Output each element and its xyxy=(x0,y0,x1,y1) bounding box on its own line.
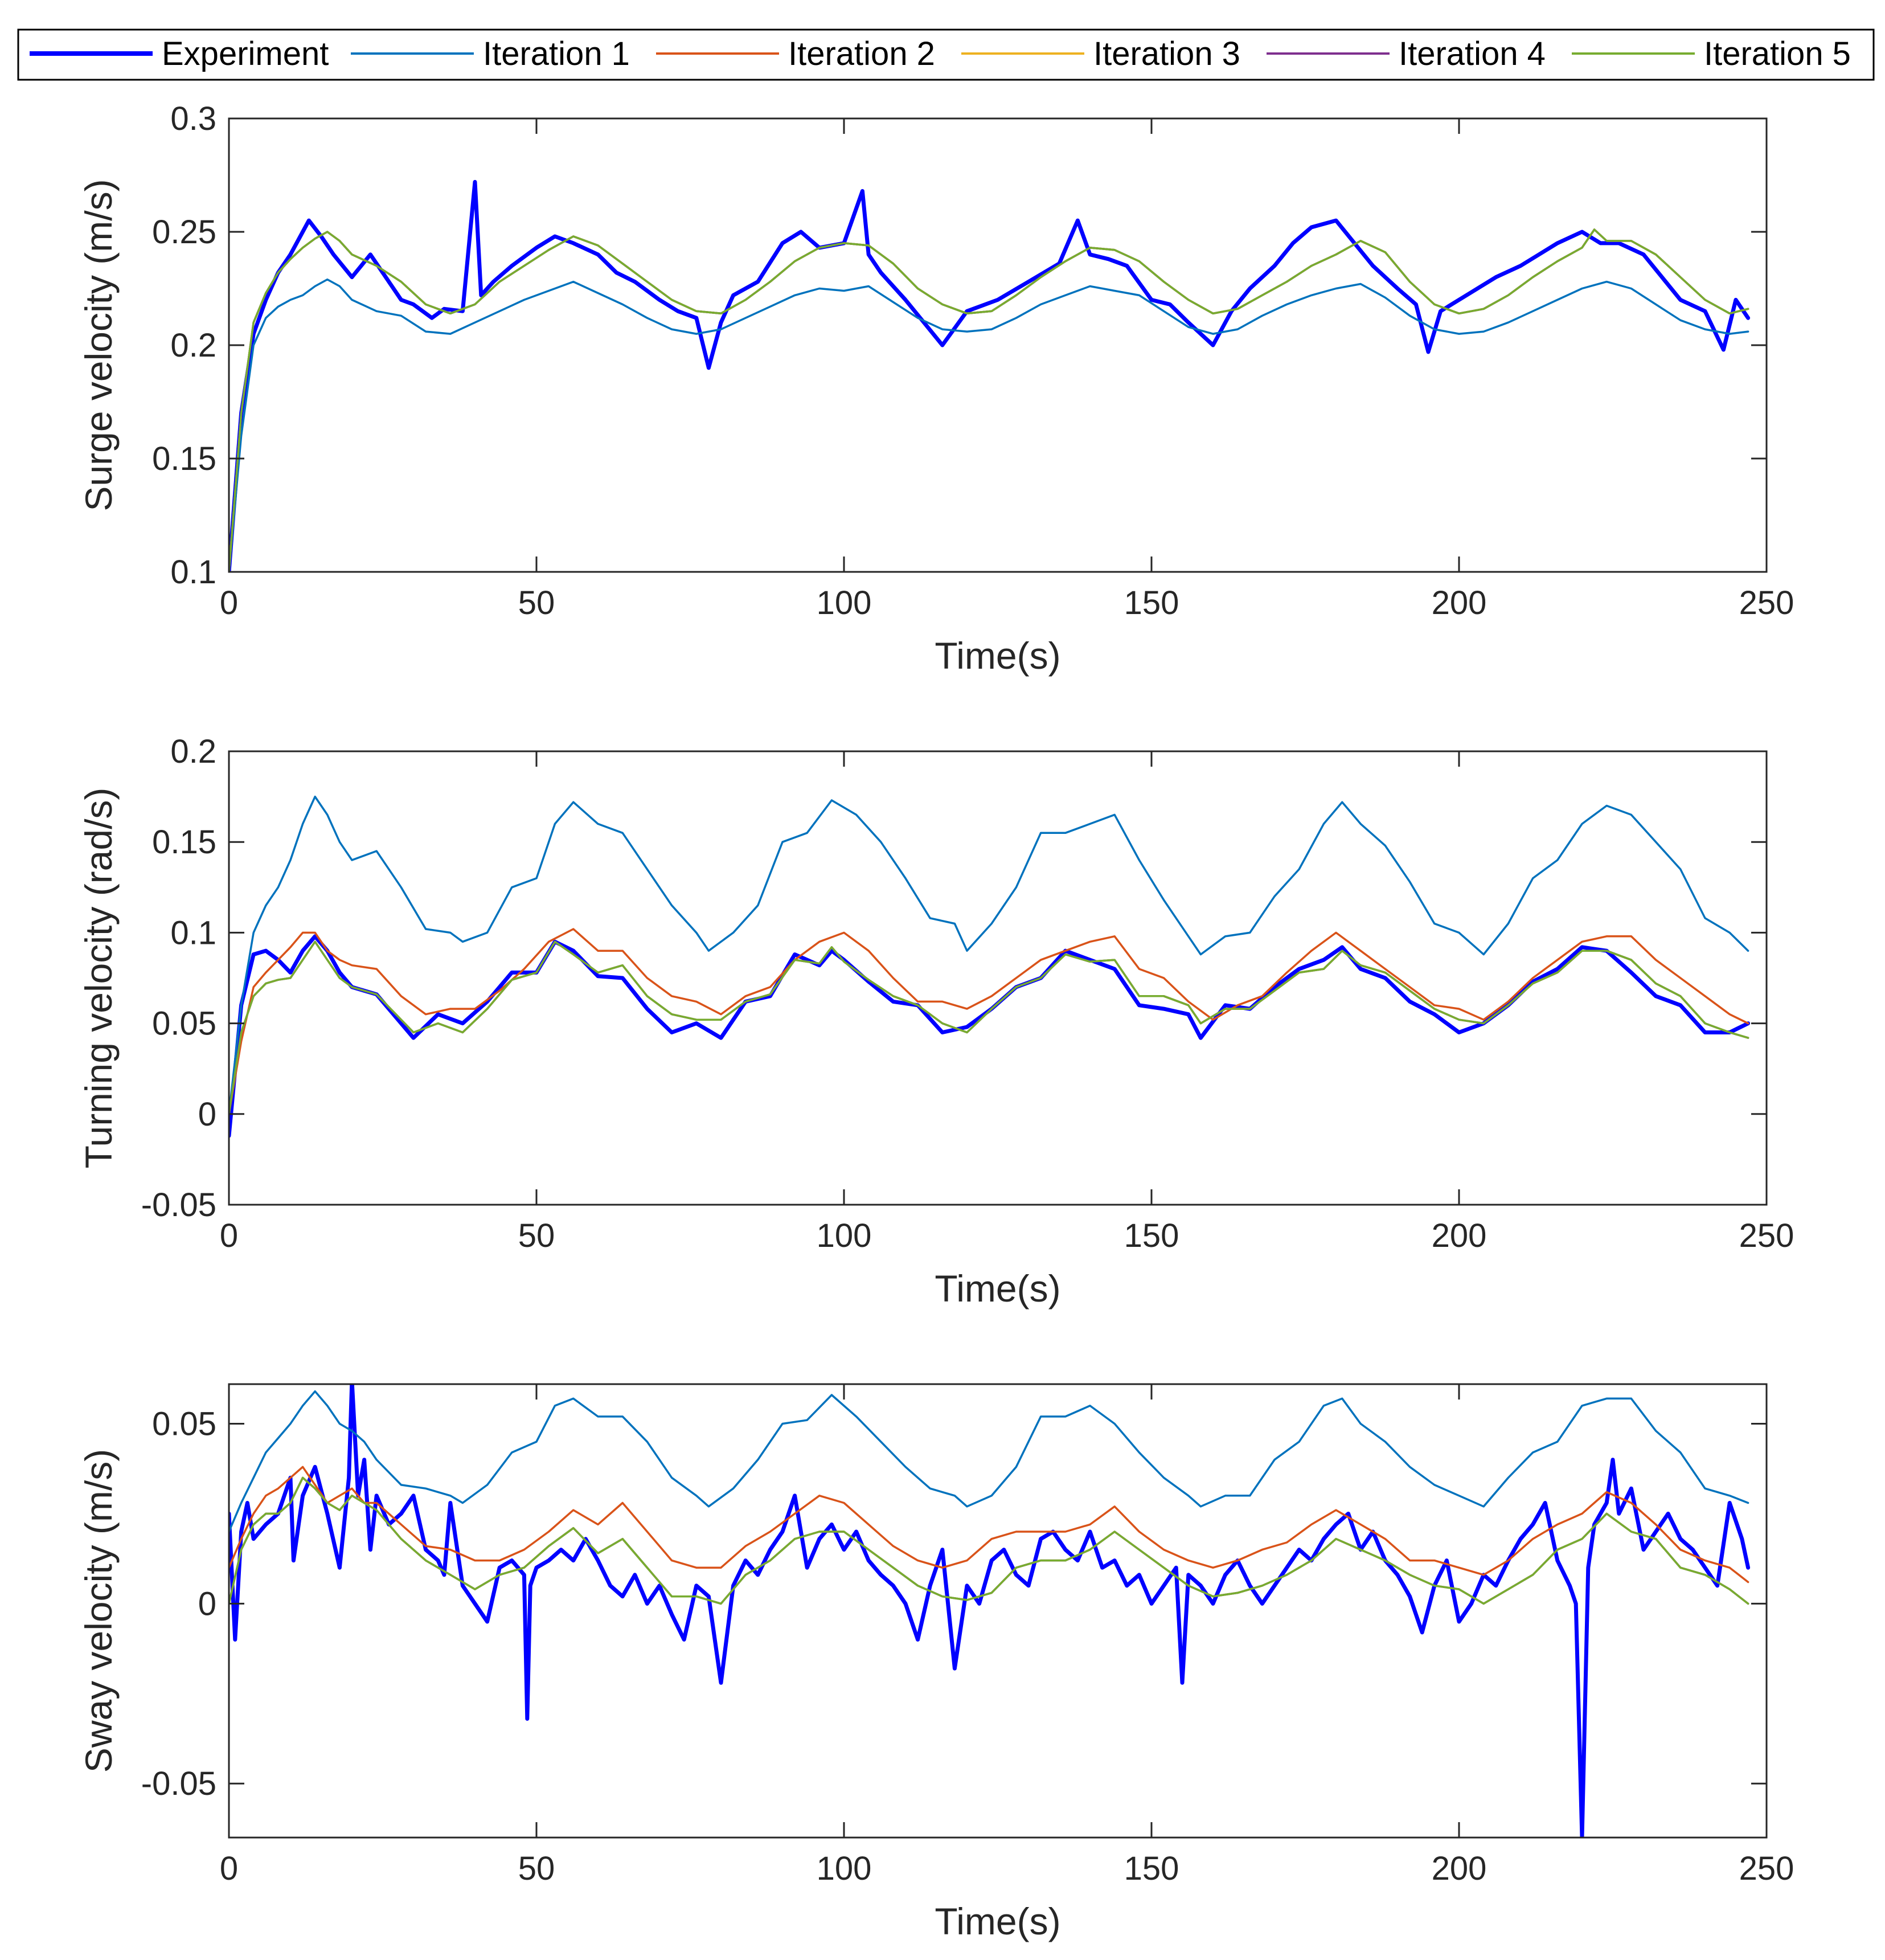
plot-2-series xyxy=(229,795,1751,1138)
plot-2: 0 50 100 150 200 250-0.0500.050.10.150.2Time(… xyxy=(77,733,1794,1310)
plot-3-ytick-label: 0.05 xyxy=(152,1405,216,1442)
legend-items: Experiment Iteration 1 Iteration 2 Iteratio… xyxy=(30,35,1851,72)
legend-box xyxy=(17,28,1875,81)
plot-2-ytick-label: 0.05 xyxy=(152,1005,216,1042)
plot-2-line-iteration-5 xyxy=(229,940,1749,1115)
plot-2-ytick-label: 0 xyxy=(198,1096,216,1133)
plot-1-ytick-label: 0.2 xyxy=(170,327,216,364)
plot-3-line-iteration-1 xyxy=(229,1390,1749,1533)
plot-2-axes-frame xyxy=(228,750,1768,1206)
plot-1-xtick-label: 100 xyxy=(817,584,872,621)
plot-3-line-iteration-2 xyxy=(229,1466,1749,1583)
plot-1-ytick-label: 0.3 xyxy=(170,100,216,137)
plot-1-line-experiment xyxy=(229,179,1751,572)
legend: Experiment Iteration 1 Iteration 2 Iteratio… xyxy=(17,28,1875,81)
plot-3-ytick-label: 0 xyxy=(198,1585,216,1622)
plot-2-xlabel: Time(s) xyxy=(935,1267,1060,1310)
plot-1-xtick-label: 250 xyxy=(1739,584,1794,621)
plot-2-xtick-label: 250 xyxy=(1739,1217,1794,1254)
plot-3-axes-background xyxy=(229,1384,1767,1838)
plot-2-ytick-label: 0.15 xyxy=(152,824,216,861)
plot-1-series xyxy=(229,179,1751,572)
legend-label-iteration-2: Iteration 2 xyxy=(788,35,935,72)
plot-1-xtick-label: 150 xyxy=(1124,584,1179,621)
plot-1-xtick-label: 50 xyxy=(518,584,555,621)
plot-2-ytick-label: -0.05 xyxy=(141,1186,216,1224)
legend-label-experiment: Experiment xyxy=(162,35,329,72)
plot-2-ytick-label: 0.1 xyxy=(170,914,216,951)
plot-3-xtick-label: 250 xyxy=(1739,1850,1794,1887)
plot-1-ytick-label: 0.1 xyxy=(170,554,216,591)
plot-3-line-iteration-5 xyxy=(229,1476,1749,1605)
plot-2-line-iteration-2 xyxy=(229,928,1749,1115)
plot-3-ylabel: Sway velocity (m/s) xyxy=(77,1449,120,1773)
plot-1-xtick-label: 200 xyxy=(1432,584,1487,621)
plot-1-axes-background xyxy=(229,118,1767,572)
plot-3-xtick-label: 100 xyxy=(817,1850,872,1887)
plot-3-xtick-label: 50 xyxy=(518,1850,555,1887)
plot-2-xtick-label: 200 xyxy=(1432,1217,1487,1254)
plot-3-ytick-label: -0.05 xyxy=(141,1765,216,1802)
plot-2-xtick-label: 150 xyxy=(1124,1217,1179,1254)
plot-2-ylabel: Turning velocity (rad/s) xyxy=(77,788,120,1169)
plot-1-xtick-label: 0 xyxy=(220,584,238,621)
legend-label-iteration-5: Iteration 5 xyxy=(1704,35,1851,72)
plot-1-line-iteration-5 xyxy=(229,228,1749,572)
plot-3-xtick-label: 200 xyxy=(1432,1850,1487,1887)
plot-3-line-experiment xyxy=(229,1384,1751,1838)
legend-label-iteration-3: Iteration 3 xyxy=(1093,35,1240,72)
plot-2-axes-background xyxy=(229,751,1767,1205)
plot-2-xtick-label: 50 xyxy=(518,1217,555,1254)
plot-1-ytick-label: 0.25 xyxy=(152,214,216,251)
plot-3-xtick-label: 0 xyxy=(220,1850,238,1887)
plot-3-xtick-label: 150 xyxy=(1124,1850,1179,1887)
plot-2-xtick-label: 0 xyxy=(220,1217,238,1254)
plot-2-line-iteration-1 xyxy=(229,795,1749,1115)
plot-3: 0 50 100 150 200 250 -0.05 0 0.05 Time(s) Sway vel… xyxy=(77,1383,1794,1942)
plot-2-ytick-label: 0.2 xyxy=(170,733,216,770)
plot-3-axes-frame xyxy=(228,1383,1768,1839)
plot-1-ytick-label: 0.15 xyxy=(152,440,216,477)
plots: 0 50 100 150 200 250 0.1 0.15 0.2 0.25 0.3 Time(s) S… xyxy=(77,100,1794,1942)
plot-1: 0 50 100 150 200 250 0.1 0.15 0.2 0.25 0.3 Time(s) S… xyxy=(77,100,1794,677)
plot-3-series xyxy=(229,1384,1751,1838)
legend-label-iteration-1: Iteration 1 xyxy=(483,35,630,72)
plot-1-line-iteration-1 xyxy=(229,278,1749,572)
plot-2-xtick-label: 100 xyxy=(817,1217,872,1254)
plot-1-xlabel: Time(s) xyxy=(935,635,1060,677)
plot-1-ylabel: Surge velocity (m/s) xyxy=(77,179,120,511)
legend-label-iteration-4: Iteration 4 xyxy=(1399,35,1546,72)
plot-3-xlabel: Time(s) xyxy=(935,1900,1060,1942)
